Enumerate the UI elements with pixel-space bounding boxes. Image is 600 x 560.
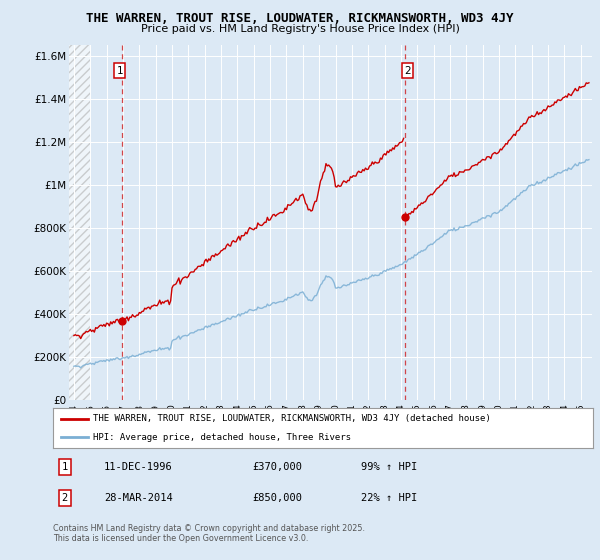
Text: 11-DEC-1996: 11-DEC-1996 [104, 462, 173, 472]
Bar [69, 45, 90, 400]
Text: £850,000: £850,000 [253, 493, 302, 503]
Text: THE WARREN, TROUT RISE, LOUDWATER, RICKMANSWORTH, WD3 4JY: THE WARREN, TROUT RISE, LOUDWATER, RICKM… [86, 12, 514, 25]
Text: Price paid vs. HM Land Registry's House Price Index (HPI): Price paid vs. HM Land Registry's House … [140, 24, 460, 34]
Text: 28-MAR-2014: 28-MAR-2014 [104, 493, 173, 503]
Text: 1: 1 [62, 462, 68, 472]
Text: 99% ↑ HPI: 99% ↑ HPI [361, 462, 417, 472]
Text: THE WARREN, TROUT RISE, LOUDWATER, RICKMANSWORTH, WD3 4JY (detached house): THE WARREN, TROUT RISE, LOUDWATER, RICKM… [94, 414, 491, 423]
Text: 1: 1 [116, 66, 123, 76]
Text: £370,000: £370,000 [253, 462, 302, 472]
Text: Contains HM Land Registry data © Crown copyright and database right 2025.
This d: Contains HM Land Registry data © Crown c… [53, 524, 365, 543]
Text: HPI: Average price, detached house, Three Rivers: HPI: Average price, detached house, Thre… [94, 433, 352, 442]
Text: 22% ↑ HPI: 22% ↑ HPI [361, 493, 417, 503]
Text: 2: 2 [62, 493, 68, 503]
Text: 2: 2 [404, 66, 410, 76]
